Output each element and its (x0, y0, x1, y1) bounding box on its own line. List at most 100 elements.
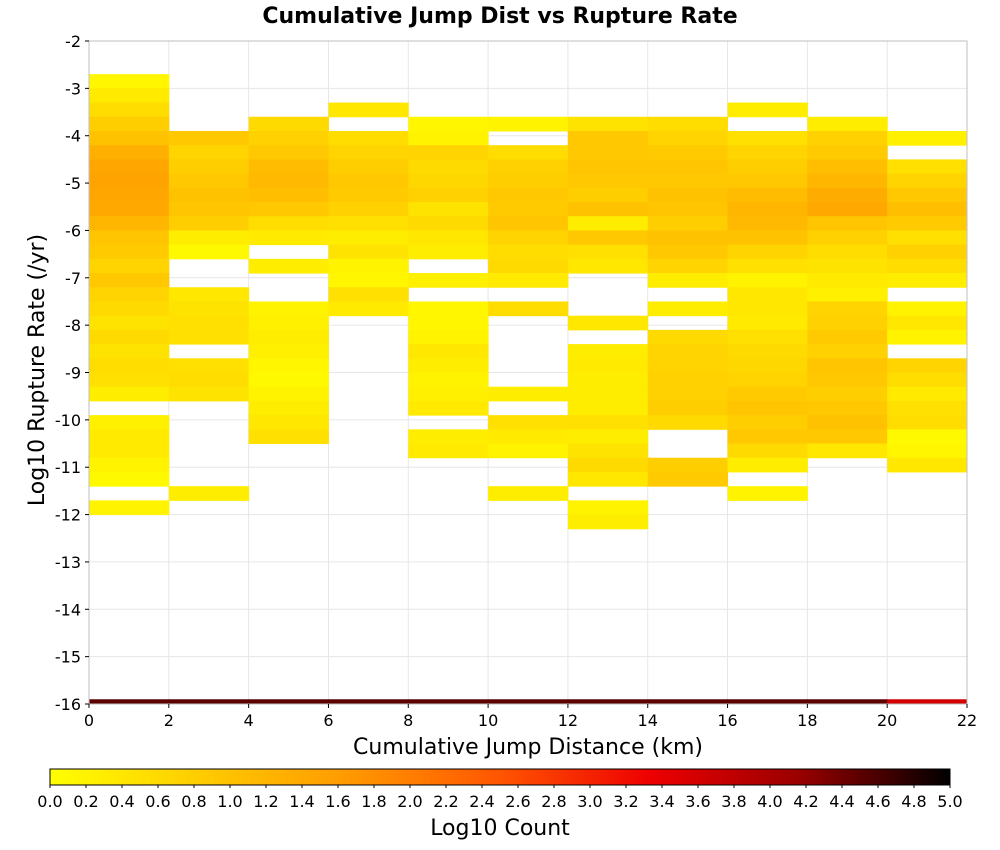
x-tick-label: 14 (638, 711, 658, 730)
y-tick-label: -16 (55, 695, 81, 714)
heatmap-cell (328, 273, 409, 288)
heatmap-cell (567, 130, 649, 146)
heatmap-cell (567, 216, 649, 231)
heatmap-cell (887, 273, 968, 288)
heatmap-cell (567, 372, 649, 388)
heatmap-cell (647, 116, 729, 132)
heatmap-cell (807, 173, 888, 189)
heatmap-cell (89, 315, 170, 331)
heatmap-cell (89, 187, 170, 203)
heatmap-cells (89, 74, 968, 704)
heatmap-cell (887, 230, 968, 246)
heatmap-cell (248, 429, 329, 445)
heatmap-cell (89, 415, 170, 430)
heatmap-cell (408, 216, 489, 231)
heatmap-cell (248, 216, 329, 231)
heatmap-cell (567, 258, 649, 274)
heatmap-cell (168, 159, 250, 175)
heatmap-cell (408, 429, 489, 445)
heatmap-cell (647, 415, 729, 430)
heatmap-cell (488, 244, 569, 260)
heatmap-cell (727, 102, 808, 118)
heatmap-cell (408, 301, 489, 317)
heatmap-cell (567, 429, 649, 445)
heatmap-cell (727, 130, 808, 146)
heatmap-cell (408, 344, 489, 359)
heatmap-cell (807, 116, 888, 132)
heatmap-cell (168, 329, 250, 345)
y-tick-label: -9 (65, 364, 81, 383)
x-tick-label: 22 (957, 711, 977, 730)
heatmap-cell (248, 358, 329, 373)
colorbar-tick-label: 4.8 (901, 792, 926, 811)
heatmap-cell (807, 230, 888, 246)
heatmap-cell (328, 699, 409, 704)
heatmap-cell (328, 173, 409, 189)
heatmap-cell (887, 457, 968, 473)
heatmap-cell (647, 372, 729, 388)
heatmap-cell (408, 329, 489, 345)
heatmap-cell (168, 130, 250, 146)
heatmap-cell (567, 415, 649, 430)
heatmap-cell (168, 173, 250, 189)
heatmap-cell (887, 301, 968, 317)
heatmap-cell (89, 329, 170, 345)
y-tick-label: -10 (55, 411, 81, 430)
heatmap-cell (328, 258, 409, 274)
heatmap-cell (89, 429, 170, 445)
heatmap-cell (89, 457, 170, 473)
heatmap-cell (727, 258, 808, 274)
heatmap-cell (647, 187, 729, 203)
colorbar (49, 768, 951, 786)
heatmap-cell (168, 315, 250, 331)
heatmap-cell (727, 358, 808, 373)
heatmap-cell (168, 187, 250, 203)
heatmap-cell (248, 329, 329, 345)
heatmap-cell (887, 329, 968, 345)
heatmap-cell (567, 514, 649, 530)
heatmap-cell (807, 130, 888, 146)
x-tick-label: 12 (558, 711, 578, 730)
heatmap-cell (328, 230, 409, 246)
heatmap-cell (887, 400, 968, 416)
heatmap-cell (647, 216, 729, 231)
heatmap-cell (727, 372, 808, 388)
heatmap-cell (727, 202, 808, 217)
heatmap-cell (168, 287, 250, 302)
colorbar-tick-label: 2.4 (469, 792, 494, 811)
heatmap-cell (887, 358, 968, 373)
heatmap-cell (328, 187, 409, 203)
y-tick-label: -7 (65, 269, 81, 288)
heatmap-cell (89, 216, 170, 231)
heatmap-cell (408, 358, 489, 373)
colorbar-tick-label: 2.6 (505, 792, 530, 811)
heatmap-cell (727, 216, 808, 231)
heatmap-cell (807, 344, 888, 359)
heatmap-cell (328, 159, 409, 175)
heatmap-cell (807, 187, 888, 203)
heatmap-cell (408, 315, 489, 331)
heatmap-cell (168, 699, 250, 704)
heatmap-cell (488, 386, 569, 402)
y-tick-label: -14 (55, 600, 81, 619)
heatmap-cell (488, 173, 569, 189)
heatmap-cell (887, 244, 968, 260)
heatmap-cell (647, 471, 729, 487)
x-tick-label: 0 (84, 711, 94, 730)
heatmap-cell (408, 372, 489, 388)
heatmap-cell (727, 457, 808, 473)
colorbar-tick-label: 4.2 (793, 792, 818, 811)
heatmap-cell (567, 145, 649, 160)
heatmap-cell (807, 429, 888, 445)
heatmap-cell (567, 386, 649, 402)
heatmap-cell (887, 159, 968, 175)
heatmap-cell (567, 202, 649, 217)
heatmap-cell (887, 699, 968, 704)
heatmap-cell (89, 471, 170, 487)
heatmap-cell (168, 301, 250, 317)
heatmap-cell (89, 88, 170, 104)
heatmap-cell (89, 202, 170, 217)
heatmap-cell (567, 457, 649, 473)
heatmap-cell (408, 173, 489, 189)
heatmap-cell (887, 429, 968, 445)
